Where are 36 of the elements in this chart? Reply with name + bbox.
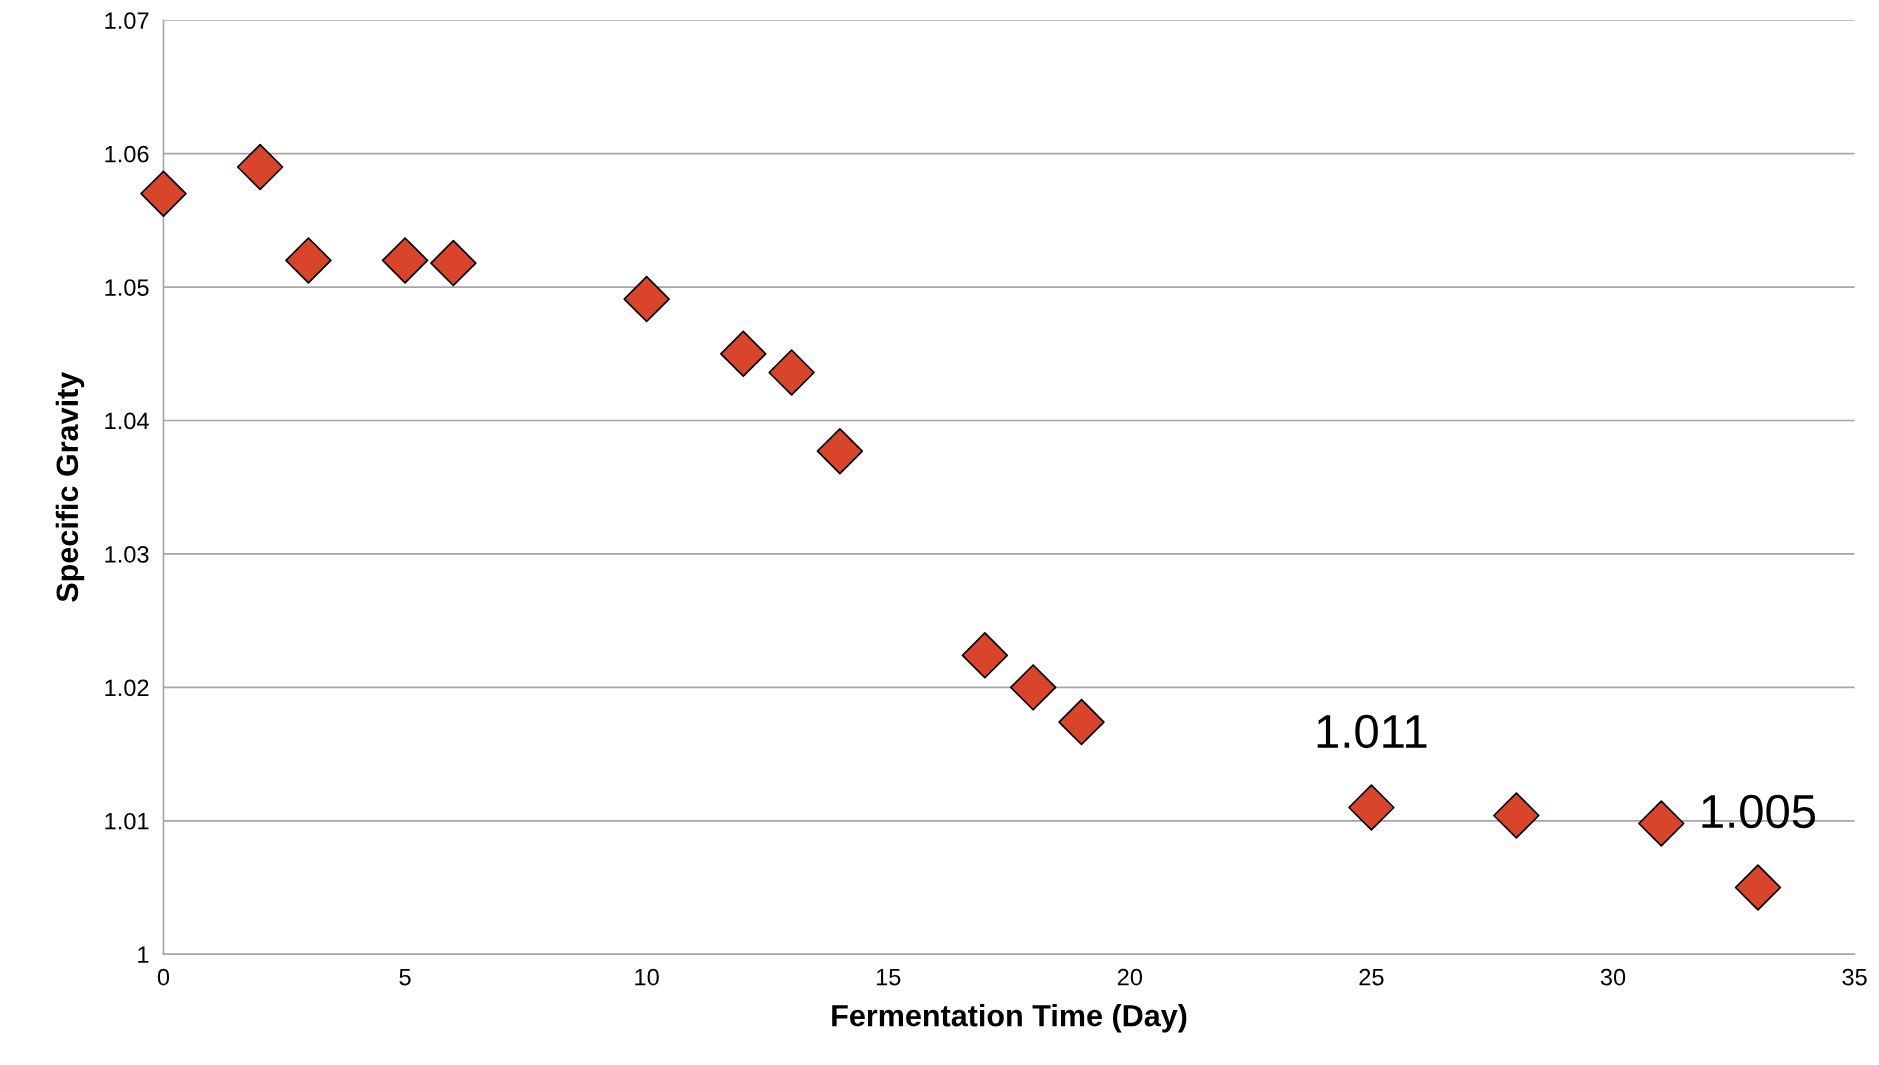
x-tick-label: 25 <box>1359 968 1384 986</box>
y-tick-label: 1 <box>138 946 149 963</box>
y-tick-label: 1.07 <box>105 12 149 30</box>
point <box>816 427 864 475</box>
x-tick-label: 35 <box>1842 968 1867 986</box>
x-tick-label: 15 <box>876 969 901 986</box>
y-tick-label: 1.02 <box>105 679 149 697</box>
point <box>623 275 670 323</box>
point <box>768 349 815 396</box>
x-tick-label: 10 <box>635 968 659 986</box>
point <box>1493 792 1540 839</box>
y-tick-label: 1.04 <box>105 412 149 430</box>
annotation: 1.005 <box>1702 794 1816 829</box>
x-tick-label: 5 <box>399 969 411 986</box>
point <box>1009 664 1057 711</box>
annotation: 1.011 <box>1317 714 1427 749</box>
y-axis-title: Specific Gravity <box>55 371 85 602</box>
y-tick-label: 1.05 <box>105 279 149 296</box>
x-axis-title: Fermentation Time (Day) <box>832 1004 1187 1033</box>
point <box>430 239 477 287</box>
point <box>381 237 429 284</box>
x-tick-label: 30 <box>1600 968 1626 986</box>
x-tick-label: 0 <box>157 968 170 986</box>
y-tick-label: 1.06 <box>105 145 149 163</box>
point <box>1058 698 1105 746</box>
point <box>236 143 284 191</box>
point <box>1638 800 1685 847</box>
point <box>140 170 187 217</box>
point <box>1348 784 1395 831</box>
point <box>720 330 767 378</box>
y-tick-label: 1.01 <box>105 812 149 830</box>
x-tick-label: 20 <box>1117 968 1143 986</box>
point <box>961 632 1009 679</box>
point <box>285 237 332 284</box>
point <box>1734 864 1782 911</box>
y-tick-label: 1.03 <box>105 546 149 563</box>
